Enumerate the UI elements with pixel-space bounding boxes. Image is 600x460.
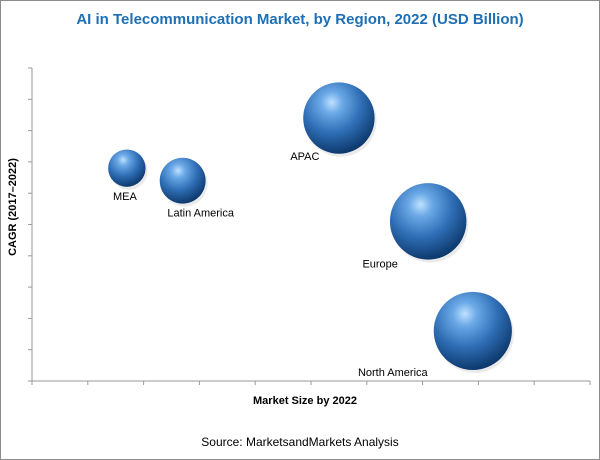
source-note: Source: MarketsandMarkets Analysis [201,435,399,449]
bubble-apac [303,82,375,154]
bubbles: MEA Latin America APAC Europe North America [108,82,514,379]
bubble-label-mea: MEA [113,191,138,203]
bubble-label-latin-america: Latin America [167,208,235,220]
bubble-latin-america [159,157,206,204]
chart-title: AI in Telecommunication Market, by Regio… [76,11,524,28]
x-axis-label: Market Size by 2022 [253,395,357,407]
y-axis-label: CAGR (2017–2022) [7,158,19,256]
bubble-mea [108,149,146,187]
bubble-label-apac: APAC [290,151,319,163]
bubble-north-america [433,291,512,371]
bubble-label-north-america: North America [358,367,429,379]
bubble-europe [389,183,467,260]
bubble-label-europe: Europe [362,259,397,271]
axes [28,67,591,385]
